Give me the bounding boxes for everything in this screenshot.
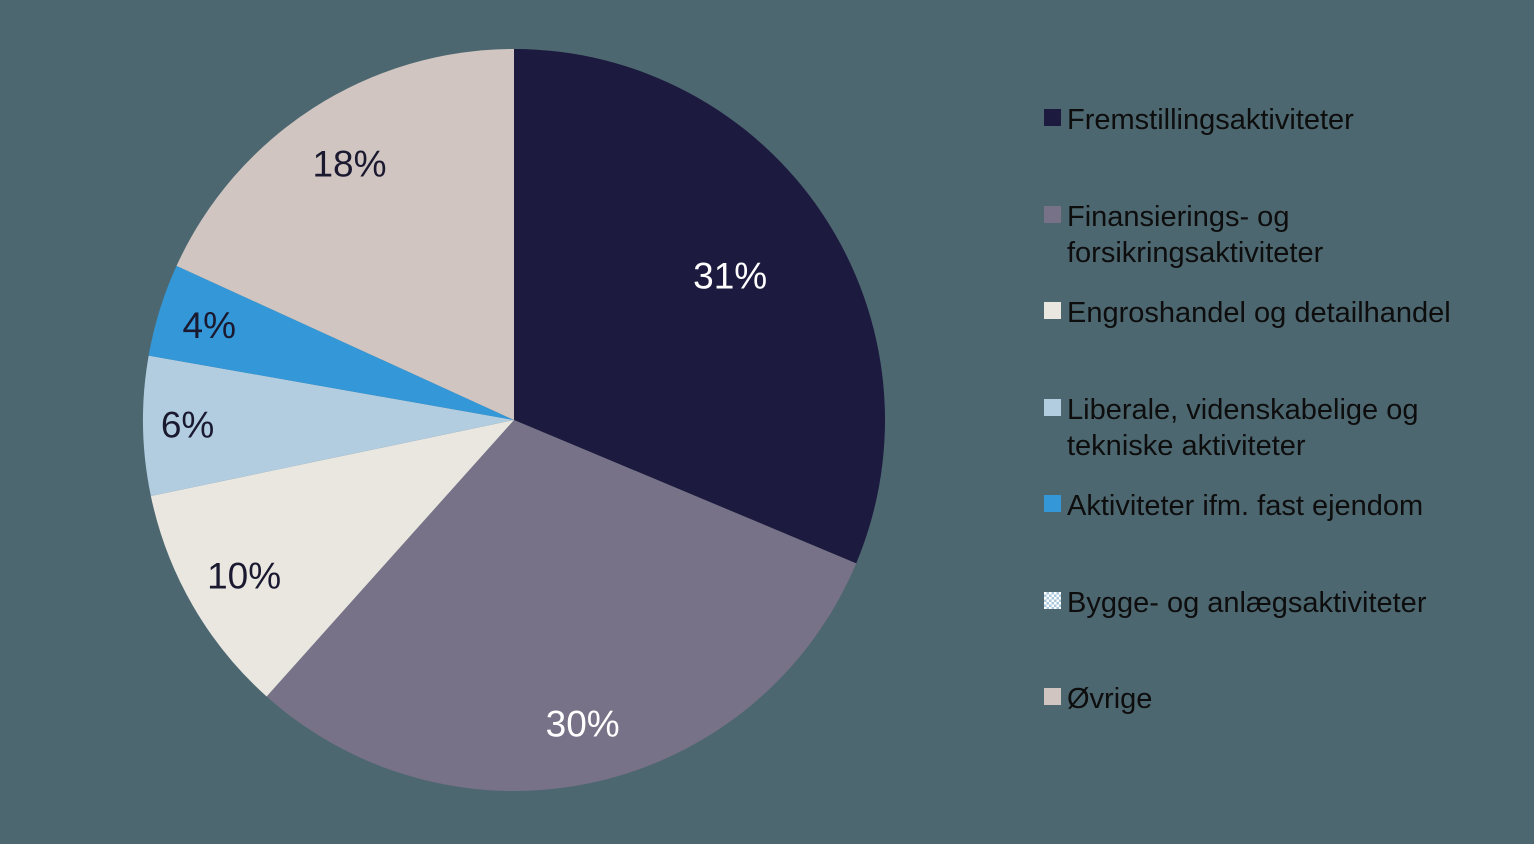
legend-label: Finansierings- og forsikringsaktiviteter xyxy=(1067,200,1324,269)
legend-swatch-icon xyxy=(1044,302,1061,319)
legend-label: Aktiviteter ifm. fast ejendom xyxy=(1067,490,1424,522)
legend-label: Engroshandel og detailhandel xyxy=(1067,297,1451,329)
legend-label: Bygge- og anlægsaktiviteter xyxy=(1067,586,1427,619)
legend-item-1: Finansierings- og forsikringsaktiviteter xyxy=(1044,197,1496,294)
pie-slice-label-4: 4% xyxy=(183,305,236,346)
pie-slice-label-6: 18% xyxy=(312,144,386,185)
legend-swatch-icon xyxy=(1044,495,1061,512)
legend-swatch-icon xyxy=(1044,398,1061,416)
pie-slice-label-3: 6% xyxy=(161,405,214,446)
legend-item-0: Fremstillingsaktiviteter xyxy=(1044,100,1496,197)
legend-item-2: Engroshandel og detailhandel xyxy=(1044,293,1496,390)
pie-slice-6 xyxy=(176,49,514,420)
pie-slice-label-0: 31% xyxy=(693,256,767,297)
legend-label: Øvrige xyxy=(1067,683,1153,715)
pie-slice-label-1: 30% xyxy=(546,704,620,745)
legend-label: Fremstillingsaktiviteter xyxy=(1067,104,1354,136)
legend-label: Liberale, videnskabelige og tekniske akt… xyxy=(1067,393,1419,462)
legend-item-6: Øvrige xyxy=(1044,679,1496,776)
legend-item-4: Aktiviteter ifm. fast ejendom xyxy=(1044,486,1496,583)
legend-swatch-icon xyxy=(1044,688,1061,705)
legend-swatch-icon xyxy=(1044,109,1061,126)
pie-slice-2 xyxy=(150,420,515,697)
legend-swatch-icon xyxy=(1044,205,1061,223)
legend-item-3: Liberale, videnskabelige og tekniske akt… xyxy=(1044,390,1496,487)
legend: Fremstillingsaktiviteter Finansierings- o… xyxy=(1044,100,1496,776)
pie-slice-4 xyxy=(148,265,514,420)
pie-slice-0 xyxy=(514,49,885,564)
pie-slice-label-2: 10% xyxy=(207,555,281,596)
pie-slice-1 xyxy=(266,420,857,791)
pie-slice-3 xyxy=(143,355,514,496)
legend-item-5: Bygge- og anlægsaktiviteter xyxy=(1044,583,1496,680)
legend-swatch-icon xyxy=(1044,591,1061,609)
